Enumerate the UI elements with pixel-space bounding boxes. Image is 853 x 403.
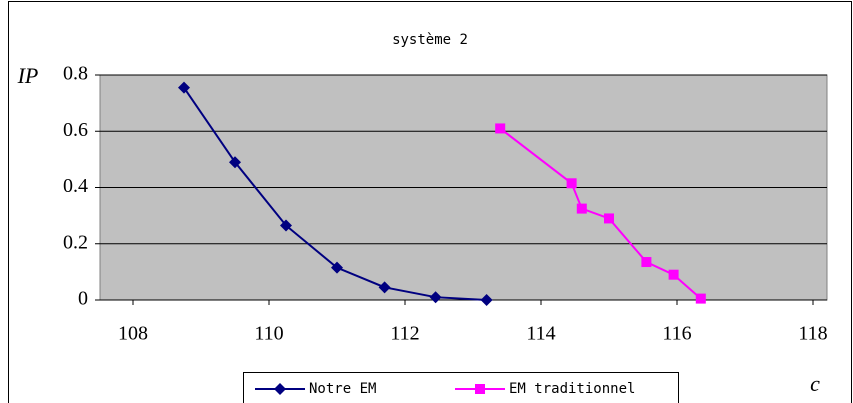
legend-marker [475, 384, 485, 394]
y-tick-label: 0.4 [63, 175, 88, 197]
y-tick-label: 0 [78, 288, 88, 310]
chart-title: système 2 [392, 32, 468, 48]
point [331, 261, 343, 274]
y-tick-label: 0.8 [63, 63, 88, 85]
x-tick-label: 118 [798, 323, 827, 345]
point [495, 123, 506, 134]
point [566, 178, 577, 189]
y-tick-label: 0.6 [63, 119, 88, 141]
legend-label: EM traditionnel [509, 381, 635, 397]
point [641, 257, 652, 268]
point [378, 281, 391, 294]
legend-marker [274, 383, 286, 395]
point [695, 293, 706, 304]
x-tick-label: 110 [254, 323, 283, 345]
x-tick-label: 108 [118, 323, 148, 345]
legend-label: Notre EM [309, 381, 376, 397]
point [429, 291, 442, 304]
legend [243, 372, 679, 403]
y-tick-label: 0.2 [63, 231, 88, 253]
point [280, 219, 292, 232]
point [576, 203, 587, 214]
x-tick-label: 114 [526, 323, 555, 345]
point [178, 81, 190, 94]
y-axis-label: IP [17, 63, 39, 88]
x-axis-label: c [810, 371, 820, 396]
point [668, 269, 679, 280]
x-tick-label: 116 [662, 323, 691, 345]
point [604, 213, 614, 224]
x-tick-label: 112 [390, 323, 419, 345]
point [229, 156, 241, 169]
point [480, 294, 493, 306]
